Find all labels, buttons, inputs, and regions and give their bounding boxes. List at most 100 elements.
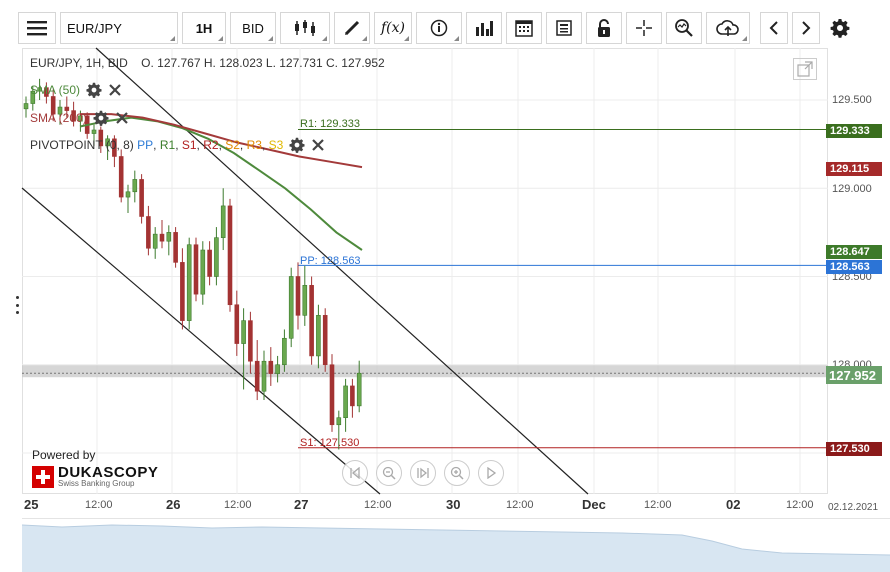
drawing-button[interactable] <box>334 12 370 44</box>
crosshair-icon <box>636 20 652 36</box>
pivot-r2: R2 <box>203 138 219 152</box>
price-tick: 129.500 <box>832 94 872 106</box>
pivot-remove-icon[interactable] <box>311 138 325 152</box>
powered-by-text: Powered by <box>32 448 96 462</box>
chart-area[interactable] <box>22 48 828 494</box>
sma200-legend[interactable]: SMA (200) <box>30 110 129 126</box>
settings-button[interactable] <box>824 12 856 44</box>
pivot-s1: S1 <box>181 138 197 152</box>
price-tick: 128.500 <box>832 271 872 283</box>
scroll-forward-button[interactable] <box>478 460 504 486</box>
ohlc-text: EUR/JPY, 1H, BID O. 127.767 H. 128.023 L… <box>30 56 385 70</box>
crosshair-button[interactable] <box>626 12 662 44</box>
s1-price-tag: 127.530 <box>826 442 882 456</box>
info-button[interactable] <box>416 12 462 44</box>
lock-button[interactable] <box>586 12 622 44</box>
reset-zoom-icon <box>417 467 429 479</box>
pp-level-label: PP: 128.563 <box>300 255 361 267</box>
function-button[interactable]: f(x) <box>374 12 412 44</box>
function-icon: f(x) <box>380 20 405 36</box>
sma50-price-tag: 128.647 <box>826 245 882 259</box>
chevron-right-icon <box>802 21 811 35</box>
pivot-legend[interactable]: PIVOTPOINT (0, 8) PP, R1, S1, R2, S2, R3… <box>30 137 325 153</box>
reset-zoom-button[interactable] <box>410 460 436 486</box>
brand-name: DUKASCOPY <box>58 464 159 481</box>
pivot-r1: R1 <box>159 138 176 152</box>
price-side-label: BID <box>242 20 264 36</box>
pp-price-tag: 128.563 <box>826 260 882 274</box>
time-label: 12:00 <box>644 499 672 511</box>
sma50-legend[interactable]: SMA (50) <box>30 82 122 98</box>
menu-button[interactable] <box>18 12 56 44</box>
pivot-pp: PP <box>137 138 154 152</box>
search-button[interactable] <box>666 12 702 44</box>
time-label: 30 <box>446 497 461 512</box>
play-forward-icon <box>487 467 497 479</box>
chart-navigator[interactable] <box>21 518 890 572</box>
time-label: 25 <box>24 497 39 512</box>
unlock-icon <box>598 19 610 37</box>
pencil-icon <box>344 20 360 36</box>
time-axis-date: 02.12.2021 <box>828 502 879 513</box>
sma200-remove-icon[interactable] <box>115 111 129 125</box>
time-label: Dec <box>582 497 606 512</box>
scroll-back-button[interactable] <box>342 460 368 486</box>
zoom-controls <box>342 460 512 486</box>
sma50-label: SMA (50) <box>30 83 81 97</box>
sma200-settings-icon[interactable] <box>93 110 109 126</box>
zoom-in-icon <box>450 466 464 480</box>
time-label: 27 <box>294 497 309 512</box>
candle-type-button[interactable] <box>280 12 330 44</box>
timeframe-label: 1H <box>195 20 213 36</box>
zoom-out-icon <box>382 466 396 480</box>
hamburger-icon <box>27 21 47 36</box>
report-button[interactable] <box>546 12 582 44</box>
chevron-left-icon <box>769 21 778 35</box>
time-label: 12:00 <box>506 499 534 511</box>
cloud-upload-button[interactable] <box>706 12 750 44</box>
zoom-search-icon <box>675 19 693 37</box>
zoom-in-button[interactable] <box>444 460 470 486</box>
volume-button[interactable] <box>466 12 502 44</box>
panel-resize-grip[interactable] <box>16 296 20 314</box>
expand-chart-button[interactable] <box>793 58 817 80</box>
sma50-remove-icon[interactable] <box>108 83 122 97</box>
sma200-label: SMA (200) <box>30 111 87 125</box>
chart-toolbar: EUR/JPY 1H BID f(x) <box>18 10 890 46</box>
time-label: 12:00 <box>364 499 392 511</box>
last-price-tag: 127.952 <box>826 366 882 384</box>
time-label: 12:00 <box>224 499 252 511</box>
sma50-settings-icon[interactable] <box>86 82 102 98</box>
time-label: 12:00 <box>786 499 814 511</box>
s1-level-label: S1: 127.530 <box>300 437 360 449</box>
time-label: 26 <box>166 497 181 512</box>
brand-tagline: Swiss Banking Group <box>58 479 135 488</box>
candle-type-icon <box>295 20 315 36</box>
r1-level-label: R1: 129.333 <box>300 118 360 130</box>
time-axis: 25 12:00 26 12:00 27 12:00 30 12:00 Dec … <box>22 494 890 518</box>
expand-icon <box>797 61 813 77</box>
volume-bars-icon <box>476 21 493 36</box>
report-icon <box>556 20 572 36</box>
price-tick: 129.000 <box>832 183 872 195</box>
symbol-selector[interactable]: EUR/JPY <box>60 12 178 44</box>
pivot-settings-icon[interactable] <box>289 137 305 153</box>
ohlc-legend: EUR/JPY, 1H, BID O. 127.767 H. 128.023 L… <box>30 56 385 70</box>
price-side-selector[interactable]: BID <box>230 12 276 44</box>
time-label: 02 <box>726 497 741 512</box>
gear-icon <box>830 19 850 38</box>
pivot-r3: R3 <box>246 138 262 152</box>
calendar-button[interactable] <box>506 12 542 44</box>
timeframe-selector[interactable]: 1H <box>182 12 226 44</box>
pivot-s3: S3 <box>268 138 284 152</box>
sma200-price-tag: 129.115 <box>826 162 882 176</box>
info-icon <box>430 19 448 37</box>
dukascopy-logo: DUKASCOPY Swiss Banking Group <box>32 465 158 488</box>
pivot-s2: S2 <box>225 138 240 152</box>
time-label: 12:00 <box>85 499 113 511</box>
scroll-left-button[interactable] <box>760 12 788 44</box>
zoom-out-button[interactable] <box>376 460 402 486</box>
r1-price-tag: 129.333 <box>826 124 882 138</box>
scroll-right-button[interactable] <box>792 12 820 44</box>
symbol-label: EUR/JPY <box>67 20 122 36</box>
